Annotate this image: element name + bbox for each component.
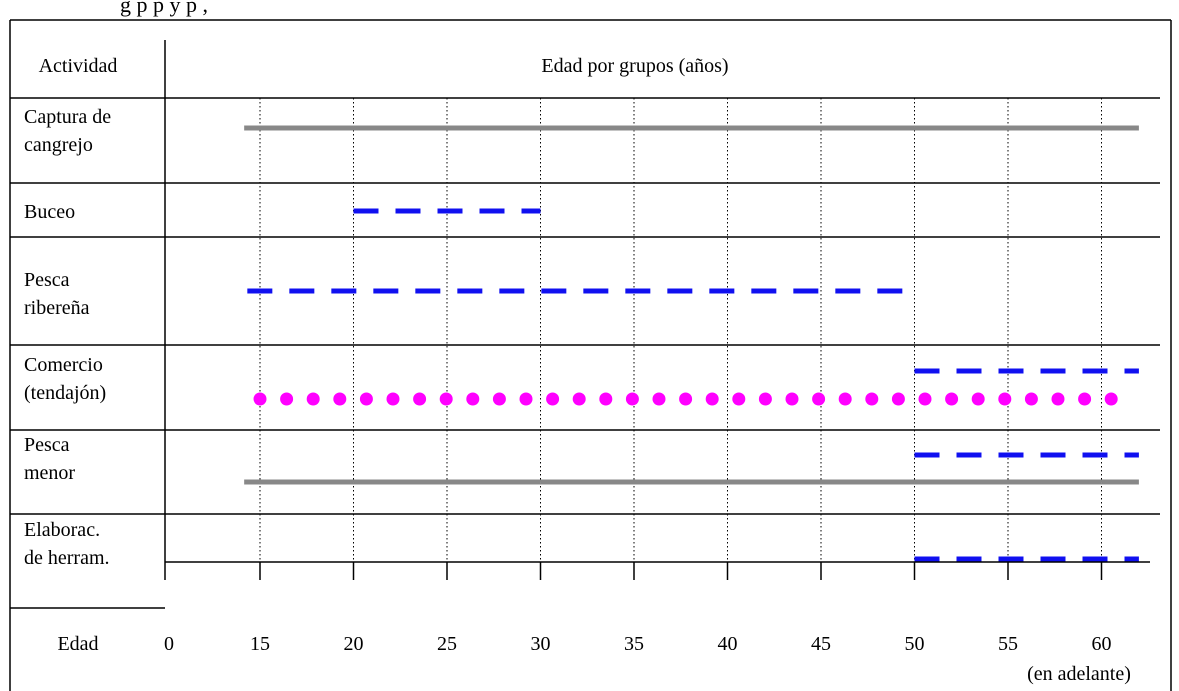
dot-row-3-4 [359, 392, 373, 406]
dot-row-3-12 [572, 392, 586, 406]
dot-row-3-11 [546, 392, 560, 406]
dot-row-3-6 [413, 392, 427, 406]
dot-row-3-10 [519, 392, 533, 406]
dot-row-3-20 [785, 392, 799, 406]
dot-row-3-32 [1104, 392, 1118, 406]
row-label-3-line-1: (tendajón) [24, 382, 106, 404]
row-label-0-line-0: Captura de [24, 106, 111, 128]
dot-row-3-28 [998, 392, 1012, 406]
dot-row-3-16 [679, 392, 693, 406]
x-tick-label-45: 45 [811, 633, 831, 655]
dot-row-3-24 [891, 392, 905, 406]
dot-row-3-31 [1078, 392, 1092, 406]
x-tick-label-15: 15 [250, 633, 270, 655]
dot-row-3-26 [945, 392, 959, 406]
column-header: Edad por grupos (años) [541, 55, 728, 77]
dot-row-3-13 [599, 392, 613, 406]
x-tick-label-20: 20 [344, 633, 364, 655]
dot-row-3-14 [625, 392, 639, 406]
row-header: Actividad [39, 55, 118, 77]
row-label-4-line-0: Pesca [24, 434, 70, 456]
row-label-5-line-1: de herram. [24, 547, 110, 569]
dot-row-3-5 [386, 392, 400, 406]
row-label-1-line-0: Buceo [24, 201, 75, 223]
row-label-3-line-0: Comercio [24, 354, 103, 376]
row-label-2-line-1: ribereña [24, 297, 90, 319]
dot-row-3-25 [918, 392, 932, 406]
dot-row-3-29 [1024, 392, 1038, 406]
x-tick-label-30: 30 [531, 633, 551, 655]
row-label-4-line-1: menor [24, 462, 75, 484]
x-tick-label-50: 50 [905, 633, 925, 655]
dot-row-3-3 [333, 392, 347, 406]
x-tick-label-55: 55 [998, 633, 1018, 655]
dot-row-3-18 [732, 392, 746, 406]
x-tick-label-35: 35 [624, 633, 644, 655]
dot-row-3-8 [466, 392, 480, 406]
x-tick-label-40: 40 [718, 633, 738, 655]
dot-row-3-27 [971, 392, 985, 406]
x-tick-label-25: 25 [437, 633, 457, 655]
row-label-0-line-1: cangrejo [24, 134, 93, 156]
dot-row-3-2 [306, 392, 320, 406]
x-tick-label-0: 0 [164, 633, 174, 655]
x-tick-label-60: 60 [1092, 633, 1112, 655]
dot-row-3-22 [838, 392, 852, 406]
dot-row-3-21 [812, 392, 826, 406]
x-axis-label: Edad [57, 633, 98, 655]
row-label-5-line-0: Elaborac. [24, 519, 100, 541]
dot-row-3-15 [652, 392, 666, 406]
dot-row-3-0 [253, 392, 267, 406]
dot-row-3-17 [705, 392, 719, 406]
caption-fragment: g p p y p , [120, 0, 208, 17]
dot-row-3-7 [439, 392, 453, 406]
x-tick-note: (en adelante) [1027, 663, 1131, 685]
dot-row-3-9 [492, 392, 506, 406]
row-label-2-line-0: Pesca [24, 269, 70, 291]
dot-row-3-19 [758, 392, 772, 406]
dot-row-3-1 [280, 392, 294, 406]
dot-row-3-23 [865, 392, 879, 406]
dot-row-3-30 [1051, 392, 1065, 406]
